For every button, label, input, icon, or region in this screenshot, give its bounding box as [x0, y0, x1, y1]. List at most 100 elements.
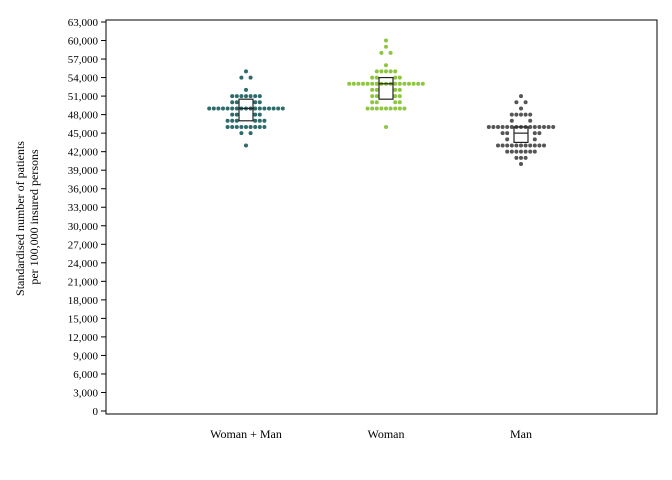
group-0	[207, 69, 285, 148]
data-point	[500, 131, 505, 136]
y-tick-label: 54,000	[68, 73, 99, 85]
data-point	[248, 131, 253, 136]
data-point	[388, 50, 393, 55]
data-point	[347, 81, 352, 86]
data-point	[379, 69, 384, 74]
x-category-label: Woman	[367, 427, 404, 441]
data-point	[365, 106, 370, 111]
data-point	[244, 143, 248, 148]
data-point	[257, 124, 262, 129]
plot-frame	[105, 19, 658, 415]
data-point	[267, 106, 271, 111]
data-point	[397, 81, 402, 86]
data-point	[509, 118, 514, 123]
data-point	[379, 106, 384, 111]
y-tick-label: 48,000	[68, 110, 99, 122]
data-point	[221, 106, 225, 111]
data-point	[244, 94, 248, 99]
data-point	[216, 106, 221, 111]
data-point	[253, 106, 258, 111]
data-point	[532, 143, 537, 148]
data-point	[505, 124, 510, 129]
data-point	[257, 118, 262, 123]
data-point	[528, 143, 533, 148]
data-point	[257, 112, 262, 117]
data-point	[370, 94, 375, 99]
data-point	[528, 112, 533, 117]
data-point	[388, 69, 393, 74]
data-point	[253, 124, 258, 129]
data-point	[519, 112, 523, 117]
data-point	[505, 143, 510, 148]
data-point	[505, 137, 510, 142]
data-point	[379, 50, 384, 55]
data-point	[519, 94, 523, 99]
data-point	[519, 143, 523, 148]
y-tick-label: 36,000	[68, 184, 99, 196]
data-point	[230, 112, 235, 117]
data-point	[244, 69, 248, 74]
data-point	[523, 155, 528, 160]
data-point	[505, 149, 510, 154]
data-point	[402, 106, 407, 111]
group-2	[486, 94, 556, 167]
data-point	[397, 87, 402, 92]
data-point	[397, 106, 402, 111]
data-point	[393, 106, 398, 111]
data-point	[519, 162, 523, 167]
data-point	[225, 118, 230, 123]
y-tick-label: 18,000	[68, 295, 99, 307]
data-point	[253, 112, 258, 117]
data-point	[370, 81, 375, 86]
data-point	[239, 75, 244, 80]
data-point	[486, 124, 491, 129]
data-point	[248, 124, 253, 129]
data-point	[537, 131, 542, 136]
y-tick-label: 33,000	[68, 202, 99, 214]
data-point	[239, 124, 244, 129]
y-axis-title-line-2: per 100,000 insured persons	[27, 149, 41, 285]
data-point	[370, 106, 375, 111]
data-point	[230, 100, 235, 105]
data-point	[411, 81, 416, 86]
data-point	[248, 75, 253, 80]
data-point	[546, 124, 551, 129]
y-tick-label: 27,000	[68, 239, 99, 251]
data-point	[253, 118, 258, 123]
data-point	[528, 149, 533, 154]
data-point	[370, 100, 375, 105]
data-point	[234, 106, 239, 111]
y-tick-label: 30,000	[68, 221, 99, 233]
data-point	[230, 124, 235, 129]
data-point	[542, 143, 546, 148]
data-point	[551, 124, 556, 129]
data-point	[393, 75, 398, 80]
y-tick-label: 45,000	[68, 128, 99, 140]
data-point	[532, 137, 537, 142]
data-point	[416, 81, 421, 86]
data-point	[230, 106, 235, 111]
y-tick-label: 51,000	[68, 91, 99, 103]
data-point	[393, 81, 398, 86]
data-point	[397, 100, 402, 105]
data-point	[384, 69, 388, 74]
y-tick-label: 12,000	[68, 332, 99, 344]
data-point	[374, 100, 379, 105]
data-point	[248, 94, 253, 99]
x-category-label: Woman + Man	[210, 427, 282, 441]
data-point	[234, 124, 239, 129]
data-point	[388, 106, 393, 111]
data-point	[280, 106, 285, 111]
data-point	[384, 44, 388, 49]
data-point	[374, 106, 379, 111]
data-point	[374, 87, 379, 92]
data-point	[496, 143, 500, 148]
data-point	[509, 143, 514, 148]
data-point	[397, 75, 402, 80]
y-tick-label: 63,000	[68, 17, 99, 29]
data-point	[225, 106, 230, 111]
y-tick-label: 3,000	[73, 387, 98, 399]
data-point	[509, 149, 514, 154]
data-point	[514, 155, 519, 160]
